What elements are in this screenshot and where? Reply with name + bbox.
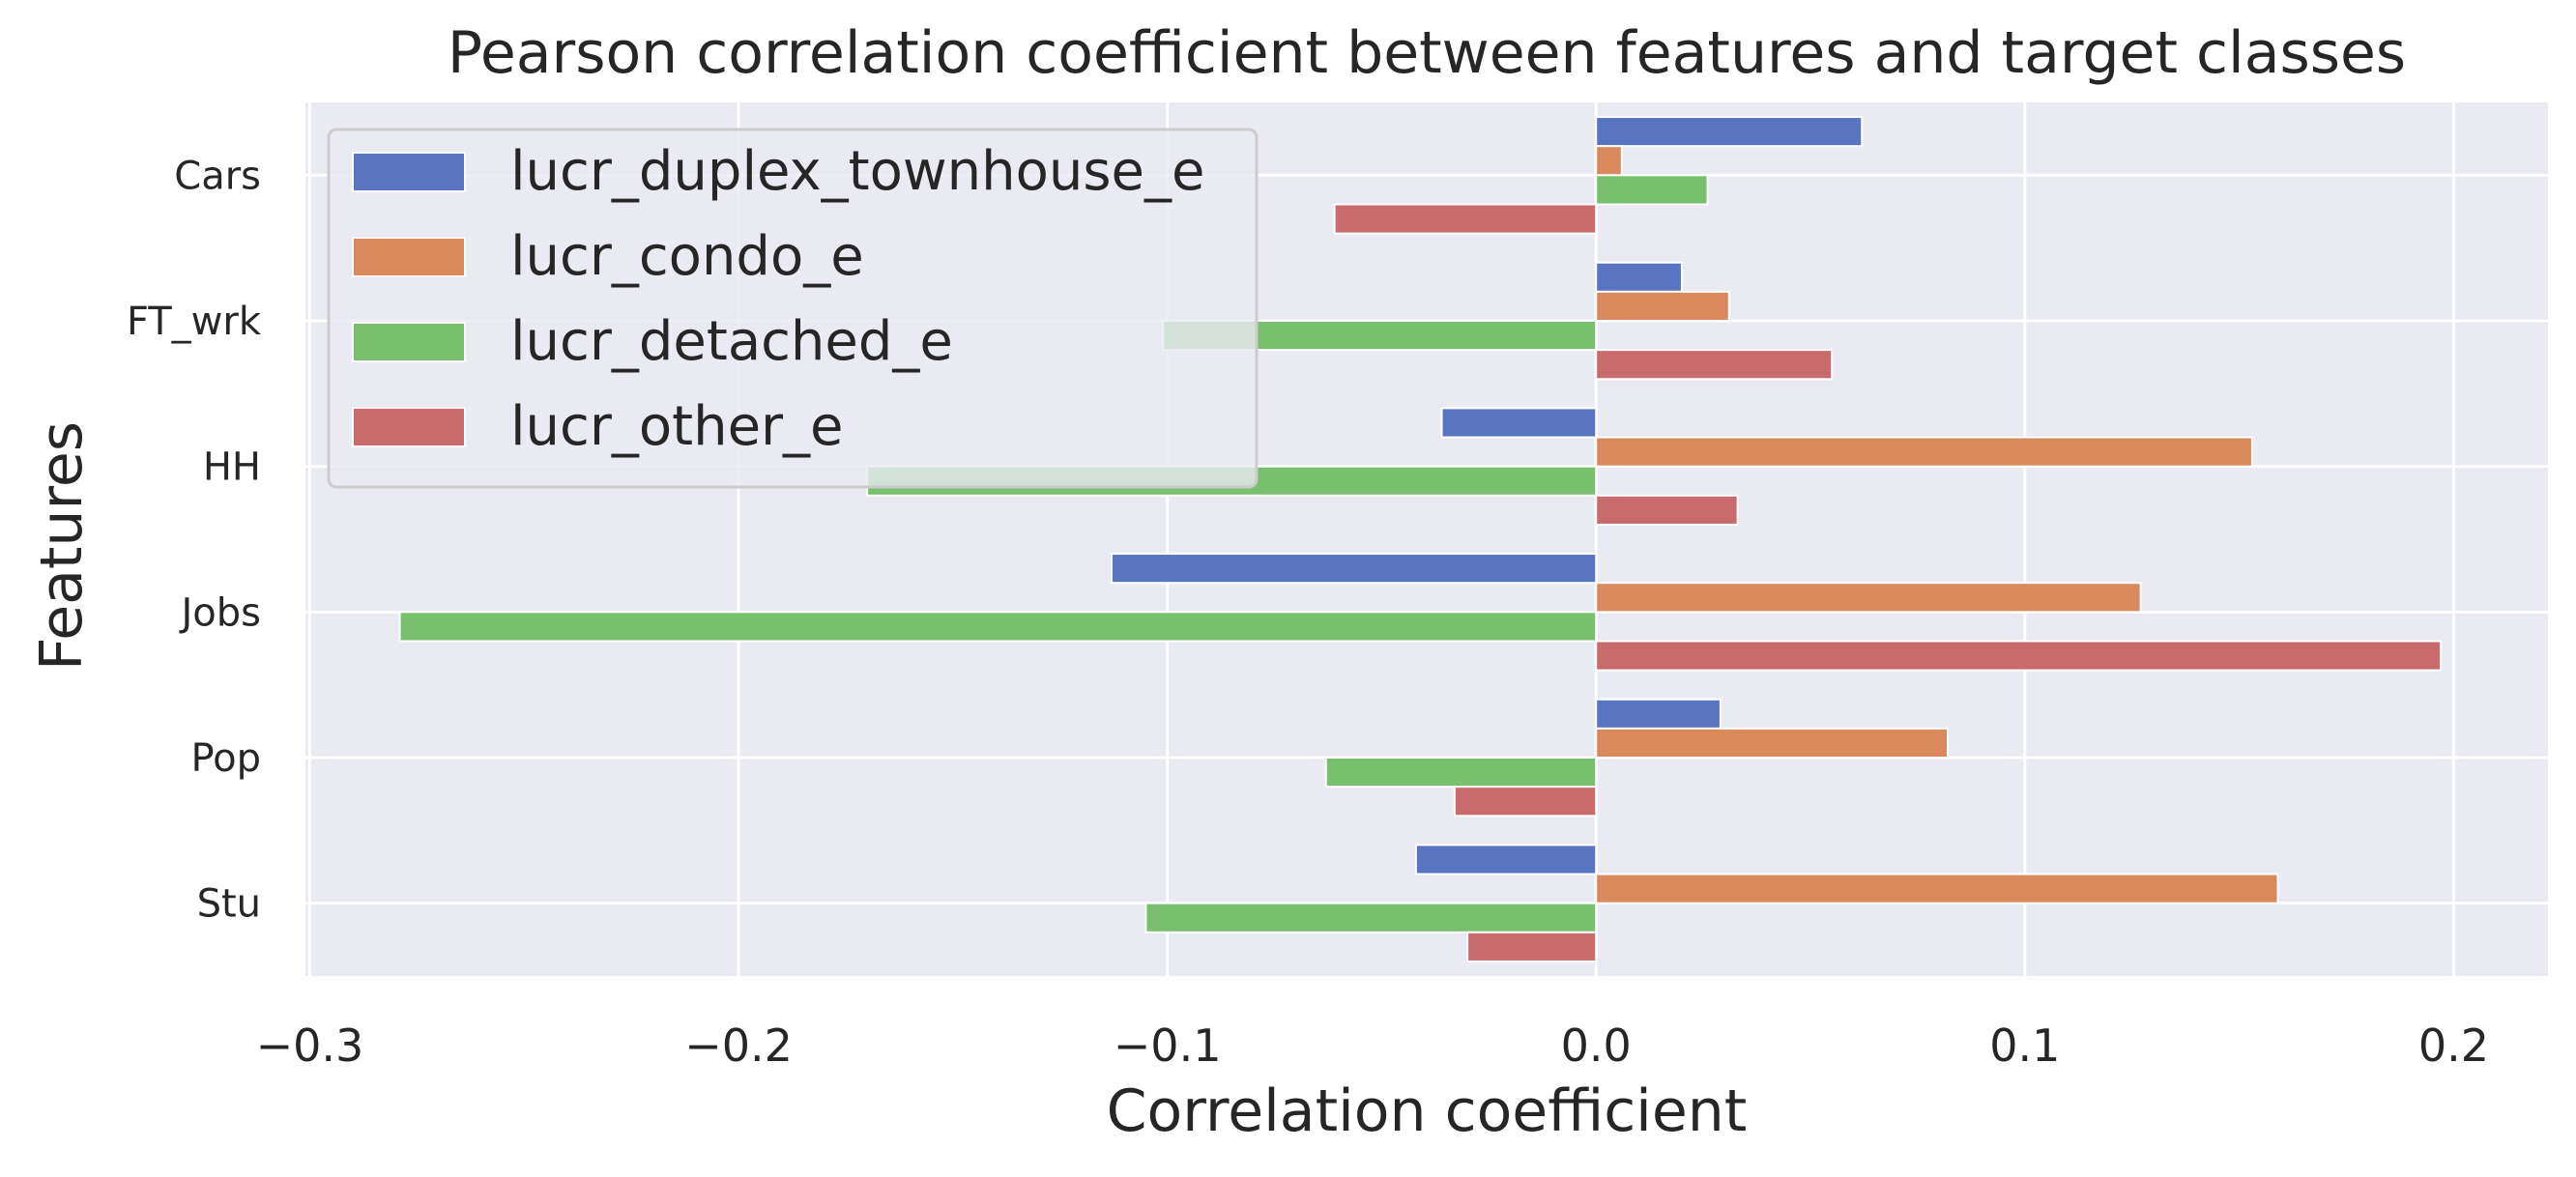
legend-swatch (352, 237, 466, 277)
bar-ft-wrk-lucr-duplex-townhouse-e (1595, 261, 1683, 293)
x-tick-label: −0.1 (1114, 1019, 1222, 1072)
x-tick-label: 0.0 (1561, 1019, 1632, 1072)
bar-jobs-lucr-duplex-townhouse-e (1110, 553, 1598, 585)
x-axis-label: Correlation coefficient (1107, 1077, 1748, 1145)
bar-jobs-lucr-other-e (1595, 640, 2443, 672)
x-tick-labels: −0.3 −0.2 −0.1 0.0 0.1 0.2 (256, 1019, 2489, 1072)
bar-pop-lucr-other-e (1453, 786, 1598, 818)
legend-swatch (352, 407, 466, 447)
bar-stu-lucr-duplex-townhouse-e (1414, 844, 1598, 876)
y-tick-label: FT_wrk (127, 300, 262, 344)
bar-hh-lucr-condo-e (1595, 436, 2253, 468)
bar-cars-lucr-duplex-townhouse-e (1595, 116, 1864, 148)
y-tick-label: HH (203, 445, 261, 490)
legend-label: lucr_condo_e (510, 225, 864, 288)
legend: lucr_duplex_townhouse_e lucr_condo_e lucr_… (327, 128, 1259, 489)
bar-hh-lucr-other-e (1595, 494, 1739, 526)
y-tick-label: Jobs (179, 590, 262, 635)
bar-ft-wrk-lucr-other-e (1595, 349, 1834, 381)
bar-pop-lucr-detached-e (1324, 757, 1598, 789)
bar-stu-lucr-condo-e (1595, 873, 2279, 904)
bar-stu-lucr-other-e (1466, 931, 1598, 962)
legend-swatch (352, 322, 466, 362)
bar-pop-lucr-condo-e (1595, 727, 1949, 759)
legend-label: lucr_other_e (510, 395, 844, 458)
y-tick-label: Stu (197, 882, 261, 927)
y-tick-labels: Cars FT_wrk HH Jobs Pop Stu (127, 154, 262, 926)
bar-hh-lucr-duplex-townhouse-e (1440, 407, 1598, 439)
bars (398, 116, 2443, 962)
x-tick-label: 0.1 (1989, 1019, 2060, 1072)
legend-swatch (352, 152, 466, 192)
bar-pop-lucr-duplex-townhouse-e (1595, 698, 1722, 730)
legend-label: lucr_detached_e (510, 310, 953, 373)
bar-cars-lucr-condo-e (1595, 145, 1623, 177)
y-tick-label: Cars (174, 154, 261, 198)
legend-box (327, 128, 1259, 489)
bar-cars-lucr-other-e (1333, 203, 1598, 235)
bar-jobs-lucr-condo-e (1595, 582, 2142, 614)
y-tick-label: Pop (190, 736, 261, 781)
bar-stu-lucr-detached-e (1144, 902, 1598, 933)
x-tick-label: 0.2 (2418, 1019, 2489, 1072)
bar-ft-wrk-lucr-condo-e (1595, 290, 1730, 323)
legend-label: lucr_duplex_townhouse_e (510, 140, 1204, 203)
x-tick-label: −0.2 (684, 1019, 793, 1072)
x-tick-label: −0.3 (256, 1019, 364, 1072)
bar-cars-lucr-detached-e (1595, 174, 1709, 206)
bar-jobs-lucr-detached-e (398, 611, 1598, 643)
chart-title: Pearson correlation coefficient between … (448, 19, 2406, 87)
y-axis-label: Features (28, 421, 96, 671)
